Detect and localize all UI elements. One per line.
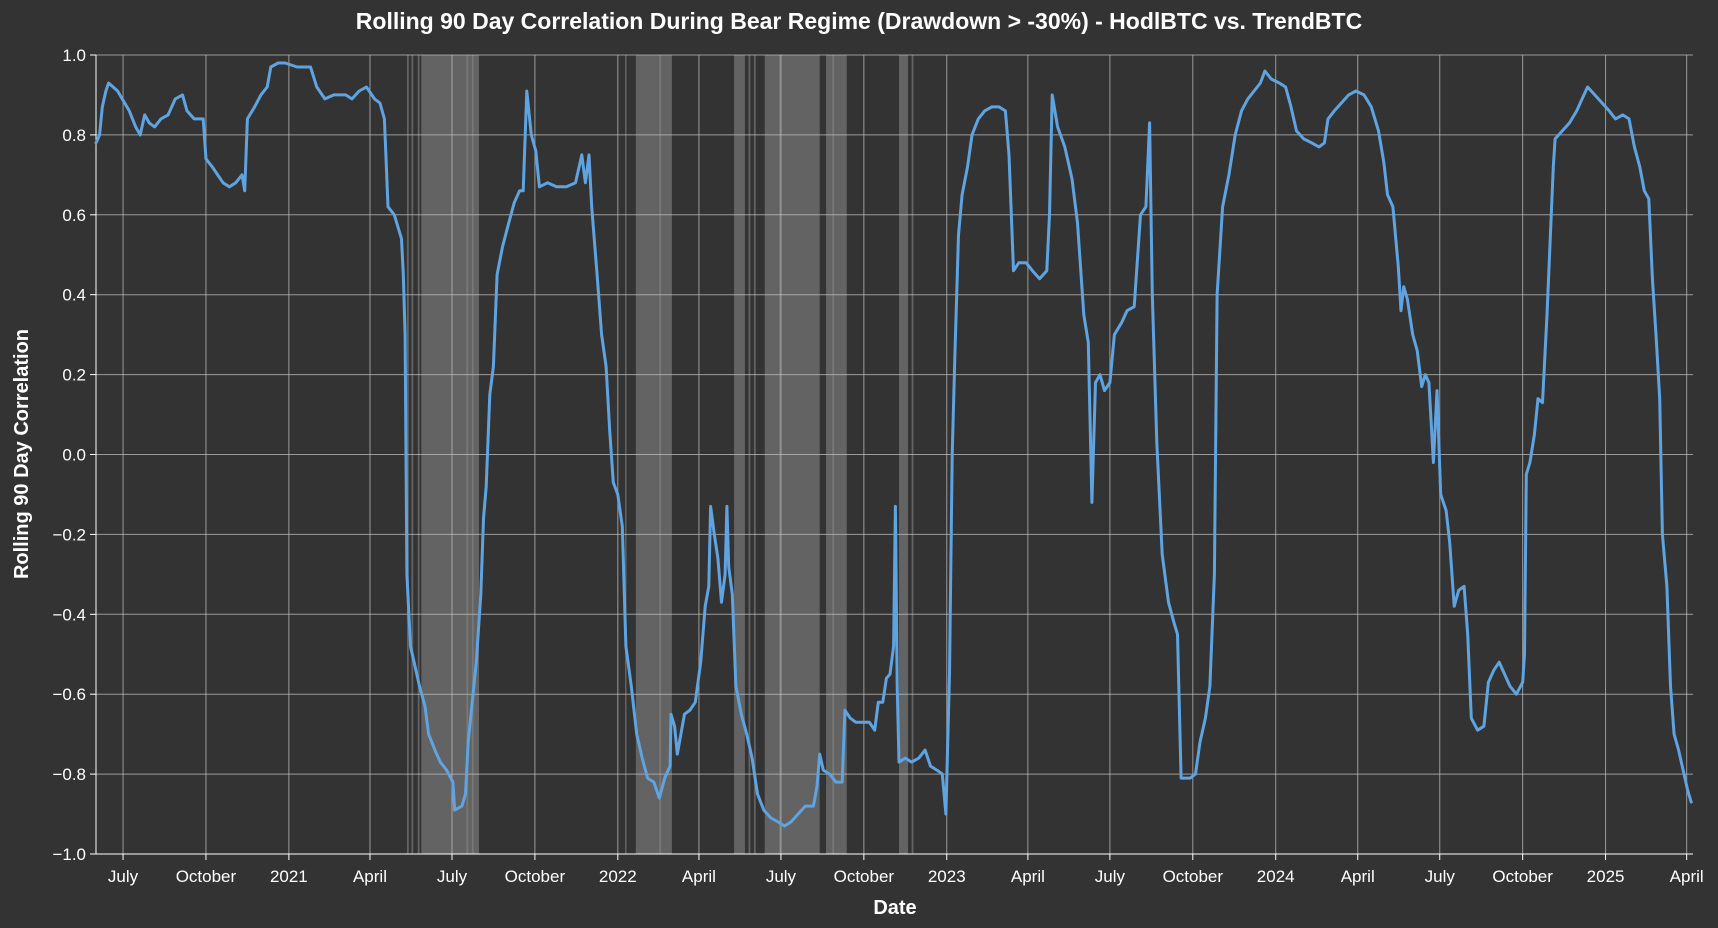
x-tick: April [1670,854,1704,886]
y-tick: −0.8 [52,765,96,784]
x-tick: 2023 [928,854,966,886]
y-tick: 1.0 [62,46,96,65]
y-tick-label: 0.2 [62,366,86,385]
x-tick: April [682,854,716,886]
x-tick-label: October [1163,867,1224,886]
y-tick: −0.4 [52,605,96,624]
x-tick-label: July [437,867,468,886]
x-tick-label: April [353,867,387,886]
x-tick: July [437,854,468,886]
y-tick: 0.8 [62,126,96,145]
x-tick: July [766,854,797,886]
x-tick-label: October [176,867,237,886]
x-tick-label: July [1425,867,1456,886]
x-tick-label: April [1670,867,1704,886]
x-tick-label: April [1011,867,1045,886]
x-tick: April [1341,854,1375,886]
x-tick: October [505,854,566,886]
y-tick-label: −0.4 [52,605,86,624]
y-tick-label: −0.6 [52,685,86,704]
y-tick-label: −0.2 [52,525,86,544]
correlation-line [94,61,1693,828]
y-tick-label: 1.0 [62,46,86,65]
y-tick: 0.0 [62,446,96,465]
x-tick-label: October [505,867,566,886]
y-axis-title: Rolling 90 Day Correlation [11,329,33,579]
x-tick-label: April [682,867,716,886]
x-tick: October [1163,854,1224,886]
x-tick-label: July [1095,867,1126,886]
y-tick: −0.6 [52,685,96,704]
x-tick: 2024 [1257,854,1295,886]
y-tick: 0.2 [62,366,96,385]
x-tick: April [353,854,387,886]
y-axis: 1.0 0.8 0.6 0.4 0.2 0.0 −0.2 −0.4 −0.6 −0.8 −1.0 [52,46,96,864]
y-tick-label: 0.0 [62,446,86,465]
y-tick: 0.6 [62,206,96,225]
x-axis-title: Date [873,897,916,919]
x-tick: October [834,854,895,886]
x-tick: 2025 [1587,854,1625,886]
x-tick-label: April [1341,867,1375,886]
y-tick-label: 0.6 [62,206,86,225]
x-tick: 2021 [270,854,308,886]
x-tick-label: 2025 [1587,867,1625,886]
y-tick-label: −0.8 [52,765,86,784]
correlation-series [94,61,1693,828]
chart-title: Rolling 90 Day Correlation During Bear R… [356,8,1362,34]
x-tick: October [176,854,237,886]
x-tick: April [1011,854,1045,886]
x-tick: July [1425,854,1456,886]
x-tick-label: 2021 [270,867,308,886]
x-tick: July [108,854,139,886]
x-axis: July October 2021 April July October 2022 April… [108,854,1704,886]
x-tick-label: October [1492,867,1553,886]
y-tick: 0.4 [62,286,96,305]
x-tick-label: July [108,867,139,886]
x-tick-label: July [766,867,797,886]
x-tick-label: 2022 [599,867,637,886]
y-tick: −1.0 [52,845,96,864]
x-tick: 2022 [599,854,637,886]
x-tick: October [1492,854,1553,886]
gridlines [95,54,1693,855]
x-tick-label: October [834,867,895,886]
y-tick-label: 0.8 [62,126,86,145]
y-tick-label: −1.0 [52,845,86,864]
x-tick-label: 2023 [928,867,966,886]
x-tick-label: 2024 [1257,867,1295,886]
x-tick: July [1095,854,1126,886]
y-tick-label: 0.4 [62,286,86,305]
y-tick: −0.2 [52,525,96,544]
